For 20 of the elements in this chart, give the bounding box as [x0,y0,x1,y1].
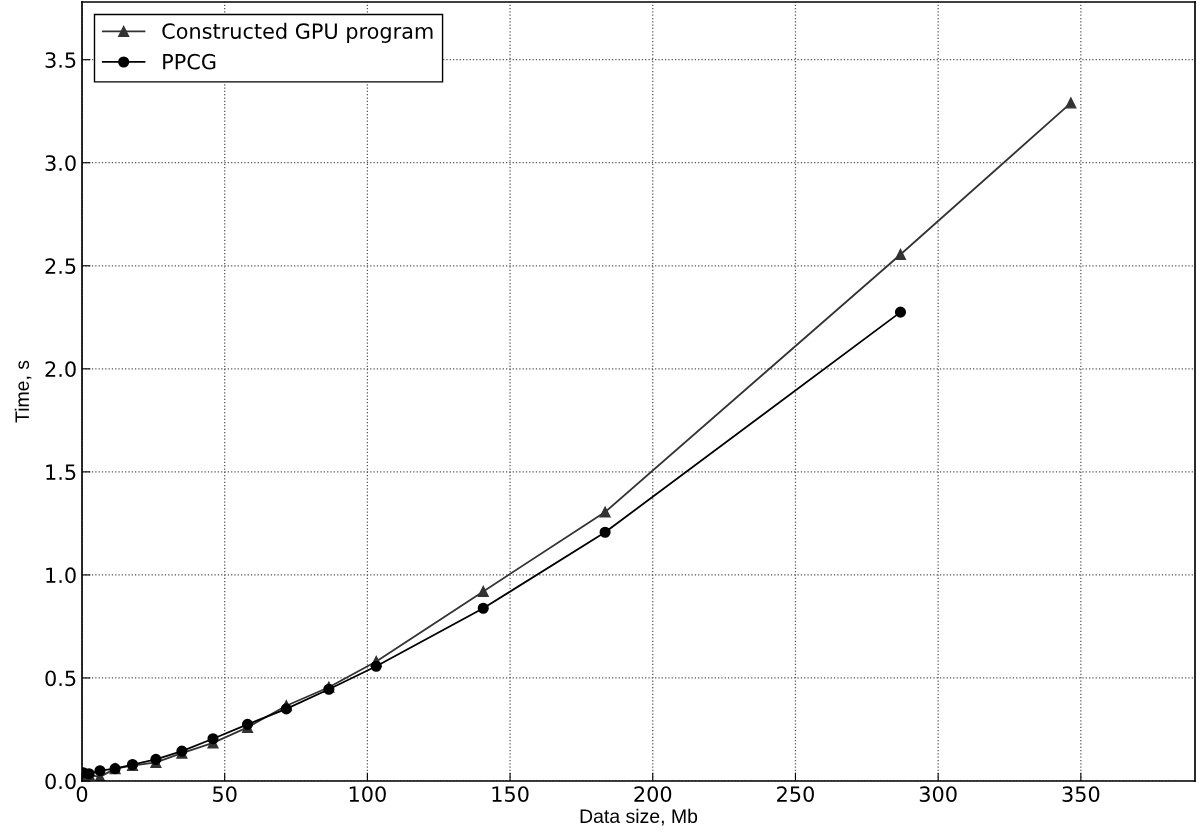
x-tick-label: 0 [76,786,88,802]
x-tick-label: 150 [492,786,529,802]
y-tick-label: 1.0 [46,567,76,584]
x-tick-label: 50 [213,786,237,802]
x-tick-label: 300 [919,786,957,802]
y-tick-label: 0.5 [45,670,76,687]
y-tick-label: 2.0 [45,361,76,378]
y-tick-label: 3.0 [45,155,76,171]
y-axis-title: Time, s [14,360,32,423]
y-tick-label: 1.5 [46,464,76,481]
x-axis-title: Data size, Mb [580,808,698,826]
legend-label: Constructed GPU program [162,22,433,43]
x-tick-label: 200 [634,786,672,802]
legend-label: PPCG [163,53,216,70]
x-tick-label: 350 [1062,786,1100,802]
y-tick-label: 0.0 [45,773,76,790]
x-tick-label: 250 [777,786,814,802]
y-tick-label: 2.5 [45,258,76,274]
x-tick-label: 100 [349,786,386,802]
y-tick-label: 3.5 [45,52,76,68]
